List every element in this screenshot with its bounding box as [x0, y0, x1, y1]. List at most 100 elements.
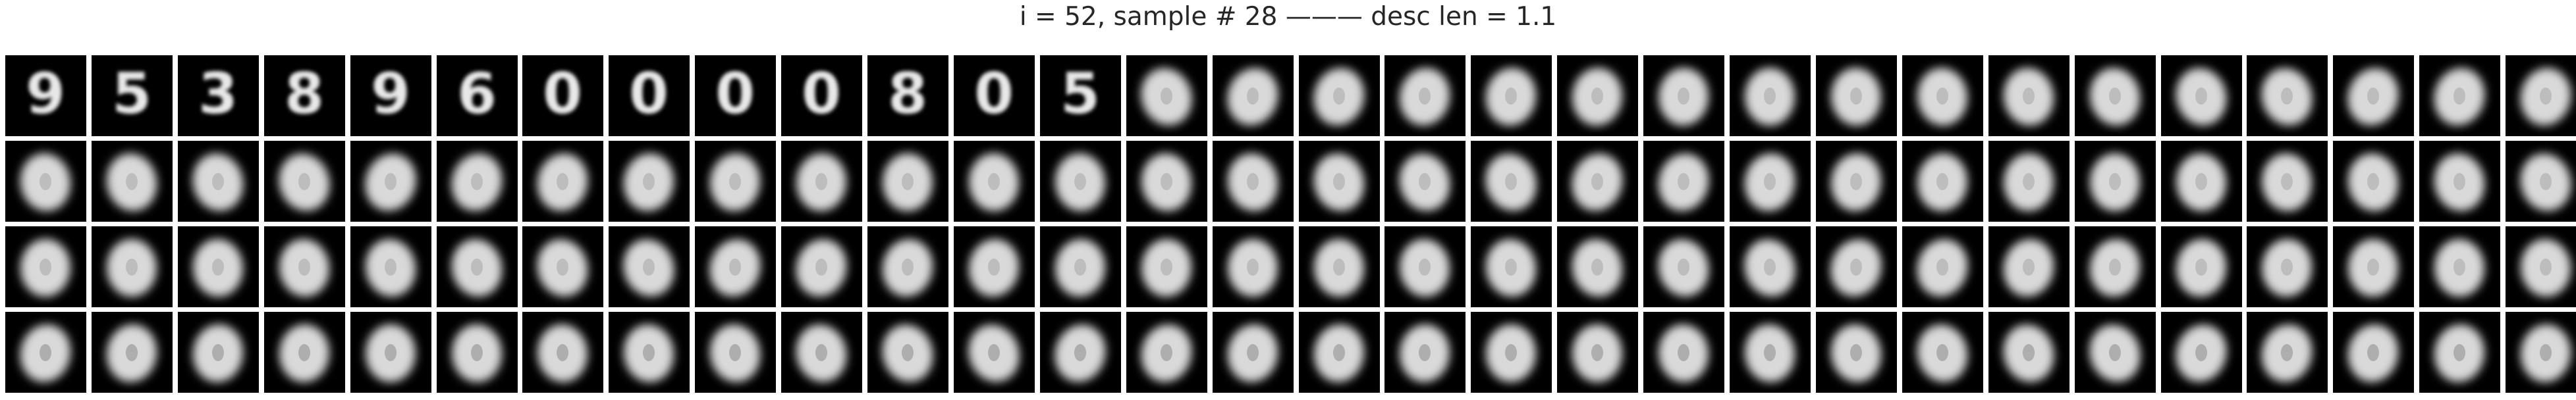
sample-image — [20, 239, 71, 297]
sample-tile — [695, 226, 776, 307]
sample-tile — [1902, 312, 1983, 393]
sample-image: 3 — [198, 61, 238, 127]
sample-image: 0 — [629, 61, 669, 127]
sample-image — [1658, 68, 1709, 126]
svg-text:0: 0 — [715, 61, 755, 127]
sample-image — [1399, 324, 1450, 382]
sample-tile — [2247, 226, 2328, 307]
sample-image — [279, 239, 330, 297]
sample-tile — [5, 312, 86, 393]
sample-tile — [954, 141, 1035, 222]
sample-image — [796, 153, 847, 211]
sample-image — [1485, 239, 1537, 297]
sample-image — [709, 239, 761, 297]
sample-tile — [1299, 55, 1380, 136]
sample-image: 9 — [371, 61, 410, 127]
sample-image — [20, 153, 71, 211]
sample-image — [2347, 239, 2399, 297]
sample-image — [2347, 68, 2399, 126]
sample-image — [2347, 153, 2399, 211]
sample-tile — [1384, 55, 1466, 136]
sample-tile: 0 — [609, 55, 690, 136]
sample-tile — [1557, 141, 1638, 222]
sample-tile — [1988, 55, 2069, 136]
sample-tile — [437, 226, 518, 307]
sample-image — [1227, 68, 1278, 126]
sample-tile — [1557, 55, 1638, 136]
sample-image — [1399, 239, 1450, 297]
sample-tile — [1902, 55, 1983, 136]
sample-image — [2089, 239, 2141, 297]
sample-tile — [954, 226, 1035, 307]
sample-image: 0 — [802, 61, 841, 127]
sample-image — [1313, 324, 1365, 382]
sample-tile — [1126, 312, 1207, 393]
sample-tile — [2075, 312, 2156, 393]
sample-image — [2347, 324, 2399, 382]
sample-image: 0 — [974, 61, 1014, 127]
sample-tile — [609, 312, 690, 393]
sample-tile: 3 — [178, 55, 259, 136]
svg-text:0: 0 — [629, 61, 669, 127]
sample-image: 8 — [285, 61, 324, 127]
sample-tile — [1384, 141, 1466, 222]
sample-tile — [1730, 55, 1811, 136]
sample-image — [451, 239, 503, 297]
sample-image — [279, 324, 330, 382]
sample-tile: 0 — [695, 55, 776, 136]
sample-image — [2003, 239, 2054, 297]
sample-image — [1141, 68, 1192, 126]
sample-image — [1830, 324, 1882, 382]
sample-tile — [695, 141, 776, 222]
sample-image — [2261, 239, 2313, 297]
sample-image — [709, 324, 761, 382]
sample-tile — [92, 226, 173, 307]
sample-tile — [92, 312, 173, 393]
sample-image: 5 — [112, 61, 151, 127]
sample-tile — [1213, 55, 1294, 136]
sample-image — [1917, 239, 1968, 297]
sample-image — [1917, 153, 1968, 211]
sample-tile: 0 — [781, 55, 862, 136]
sample-image: 5 — [1060, 61, 1100, 127]
sample-image — [1227, 153, 1278, 211]
sample-image — [106, 239, 157, 297]
sample-tile — [781, 312, 862, 393]
sample-image — [537, 153, 588, 211]
sample-tile: 9 — [5, 55, 86, 136]
sample-image — [1917, 324, 1968, 382]
sample-tile — [178, 226, 259, 307]
sample-image — [279, 153, 330, 211]
sample-image — [2434, 153, 2485, 211]
sample-image — [2434, 239, 2485, 297]
sample-image — [2434, 68, 2485, 126]
sample-image — [2520, 153, 2571, 211]
sample-tile — [1299, 312, 1380, 393]
sample-tile — [350, 226, 431, 307]
sample-tile — [2247, 141, 2328, 222]
sample-image — [1744, 153, 1795, 211]
sample-tile — [2075, 55, 2156, 136]
svg-text:6: 6 — [457, 61, 497, 127]
sample-tile — [2247, 55, 2328, 136]
sample-tile — [2161, 312, 2242, 393]
sample-tile — [522, 312, 603, 393]
sample-image — [1055, 153, 1106, 211]
sample-tile — [2419, 226, 2500, 307]
sample-image — [192, 153, 244, 211]
sample-tile — [1213, 226, 1294, 307]
sample-tile — [264, 226, 345, 307]
sample-tile — [264, 312, 345, 393]
sample-image — [1658, 324, 1709, 382]
sample-tile — [2075, 226, 2156, 307]
svg-text:0: 0 — [802, 61, 841, 127]
figure-title: i = 52, sample # 28 ——— desc len = 1.1 — [1019, 2, 1557, 32]
sample-image — [1917, 68, 1968, 126]
sample-tile — [609, 141, 690, 222]
sample-tile — [178, 141, 259, 222]
sample-image — [623, 239, 674, 297]
sample-tile — [1643, 312, 1724, 393]
sample-image — [1744, 324, 1795, 382]
sample-tile — [1471, 226, 1552, 307]
sample-tile — [695, 312, 776, 393]
